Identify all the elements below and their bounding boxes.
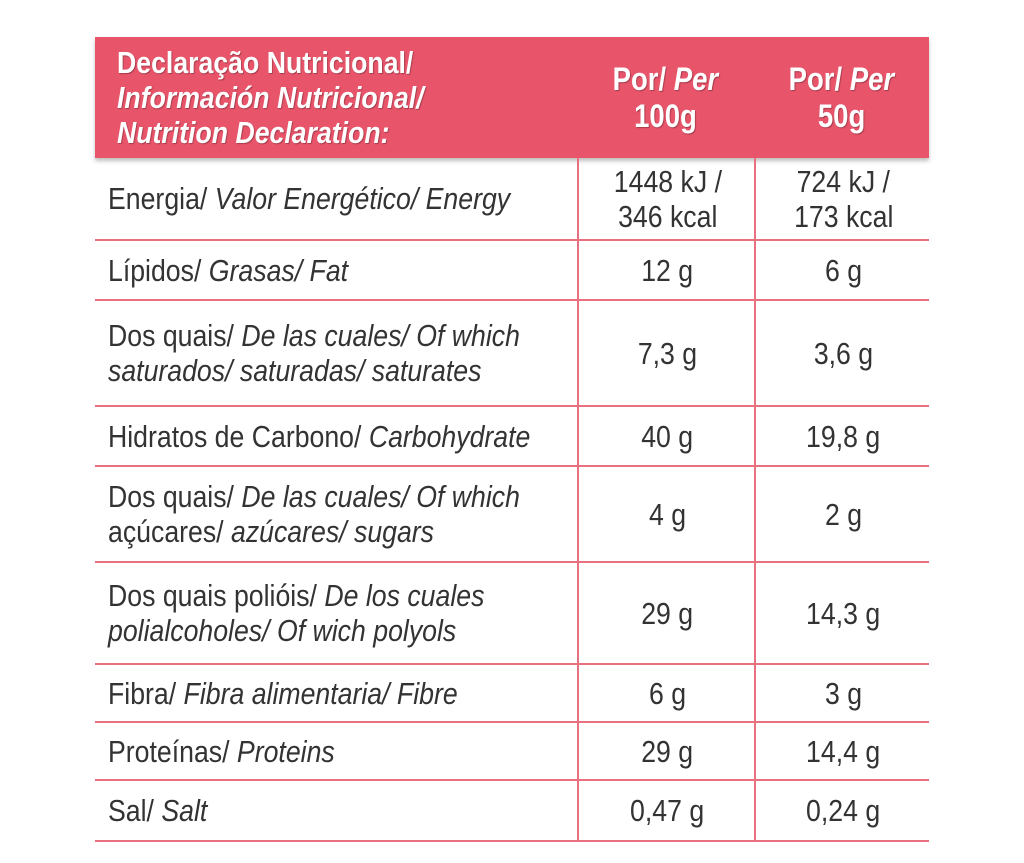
title-line-es: Información Nutricional/	[117, 80, 424, 115]
header-por: Por/	[612, 60, 674, 97]
label-part: Proteínas/	[108, 733, 237, 769]
table-row: Dos quais/ De las cuales/ Of which satura…	[95, 301, 929, 407]
header-amount: 50g	[817, 97, 866, 134]
label-part: Dos quais polióis/	[108, 578, 325, 613]
value-text: 3 g	[824, 675, 863, 711]
label-part: Valor Energético/ Energy	[214, 181, 511, 216]
table-row: Sal/ Salt 0,47 g 0,24 g	[95, 781, 929, 842]
value-text: 12 g	[641, 252, 694, 288]
table-row: Proteínas/ Proteins 29 g 14,4 g	[95, 723, 929, 781]
value-per-50g: 14,3 g	[754, 563, 931, 663]
value-text: 3,6 g	[813, 335, 874, 371]
title-line-pt: Declaração Nutricional/	[117, 45, 414, 80]
table-header: Declaração Nutricional/ Información Nutr…	[95, 37, 929, 158]
label-part: Fibra alimentaria/ Fibre	[183, 675, 458, 711]
nutrition-table: Declaração Nutricional/ Información Nutr…	[95, 37, 929, 842]
header-per-100g: Por/ Per 100g	[577, 37, 754, 158]
value-per-50g: 6 g	[754, 241, 931, 299]
label-part: polialcoholes/ Of wich polyols	[108, 613, 457, 648]
label-part: Energia/	[108, 181, 215, 216]
value-text: 19,8 g	[806, 418, 881, 454]
value-per-50g: 724 kJ /173 kcal	[754, 158, 931, 239]
value-text: 4 g	[648, 496, 687, 532]
value-text: 2 g	[824, 496, 863, 532]
label-part: Hidratos de Carbono/	[108, 418, 369, 454]
table-row: Energia/ Valor Energético/ Energy 1448 kJ…	[95, 158, 929, 241]
value-per-50g: 3,6 g	[754, 301, 931, 405]
table-row: Fibra/ Fibra alimentaria/ Fibre 6 g 3 g	[95, 665, 929, 723]
value-text: 29 g	[641, 595, 694, 631]
label-part: Carbohydrate	[368, 418, 531, 454]
header-por: Por/	[788, 60, 850, 97]
value-per-50g: 0,24 g	[754, 781, 931, 840]
value-text: 14,3 g	[806, 595, 881, 631]
table-row: Lípidos/ Grasas/ Fat 12 g 6 g	[95, 241, 929, 301]
value-per-100g: 40 g	[577, 407, 756, 465]
nutrient-label: Dos quais/ De las cuales/ Of which açúcar…	[108, 467, 578, 561]
value-text: 29 g	[641, 733, 694, 769]
label-part: Proteins	[236, 733, 335, 769]
value-text: 6 g	[648, 675, 687, 711]
table-row: Dos quais polióis/ De los cuales polialco…	[95, 563, 929, 665]
label-part: Lípidos/	[108, 252, 209, 288]
value-per-100g: 29 g	[577, 563, 756, 663]
value-text: 346 kcal	[617, 198, 718, 234]
label-part: azúcares/ sugars	[230, 514, 435, 549]
value-text: 1448 kJ /	[613, 163, 722, 199]
label-part: Salt	[161, 793, 208, 828]
label-part: De las cuales/ Of which	[241, 479, 520, 514]
header-per: Per	[673, 60, 719, 97]
value-per-100g: 29 g	[577, 723, 756, 779]
value-per-50g: 3 g	[754, 665, 931, 721]
nutrient-label: Hidratos de Carbono/ Carbohydrate	[108, 407, 578, 465]
nutrient-label: Dos quais/ De las cuales/ Of which satura…	[108, 301, 578, 405]
value-text: 0,24 g	[806, 793, 881, 828]
nutrient-label: Sal/ Salt	[108, 781, 578, 840]
label-part: De los cuales	[324, 578, 485, 613]
table-body: Energia/ Valor Energético/ Energy 1448 kJ…	[95, 158, 929, 842]
table-row: Hidratos de Carbono/ Carbohydrate 40 g 19,…	[95, 407, 929, 467]
value-per-100g: 7,3 g	[577, 301, 756, 405]
value-per-50g: 19,8 g	[754, 407, 931, 465]
value-text: 14,4 g	[806, 733, 881, 769]
label-part: saturados/ saturadas/ saturates	[108, 353, 482, 388]
nutrient-label: Lípidos/ Grasas/ Fat	[108, 241, 578, 299]
value-text: 40 g	[641, 418, 694, 454]
value-text: 724 kJ /	[796, 163, 891, 199]
header-title: Declaração Nutricional/ Información Nutr…	[117, 37, 577, 158]
value-per-100g: 0,47 g	[577, 781, 756, 840]
value-per-100g: 4 g	[577, 467, 756, 561]
value-per-100g: 1448 kJ /346 kcal	[577, 158, 756, 239]
label-part: De las cuales/ Of which	[241, 318, 520, 353]
header-per-50g: Por/ Per 50g	[754, 37, 929, 158]
label-part: Dos quais/	[108, 318, 242, 353]
value-per-100g: 6 g	[577, 665, 756, 721]
label-part: Fibra/	[108, 675, 184, 711]
value-per-50g: 2 g	[754, 467, 931, 561]
label-part: Dos quais/	[108, 479, 242, 514]
header-amount: 100g	[634, 97, 697, 134]
value-text: 6 g	[824, 252, 863, 288]
value-per-100g: 12 g	[577, 241, 756, 299]
title-line-en: Nutrition Declaration:	[117, 115, 390, 150]
header-per: Per	[849, 60, 895, 97]
nutrient-label: Proteínas/ Proteins	[108, 723, 578, 779]
nutrient-label: Energia/ Valor Energético/ Energy	[108, 158, 578, 239]
nutrient-label: Dos quais polióis/ De los cuales polialco…	[108, 563, 578, 663]
value-per-50g: 14,4 g	[754, 723, 931, 779]
value-text: 7,3 g	[637, 335, 698, 371]
label-part: açúcares/	[108, 514, 231, 549]
label-part: Sal/	[108, 793, 162, 828]
value-text: 173 kcal	[793, 198, 894, 234]
value-text: 0,47 g	[630, 793, 705, 828]
label-part: Grasas/ Fat	[208, 252, 349, 288]
table-row: Dos quais/ De las cuales/ Of which açúcar…	[95, 467, 929, 563]
nutrient-label: Fibra/ Fibra alimentaria/ Fibre	[108, 665, 578, 721]
